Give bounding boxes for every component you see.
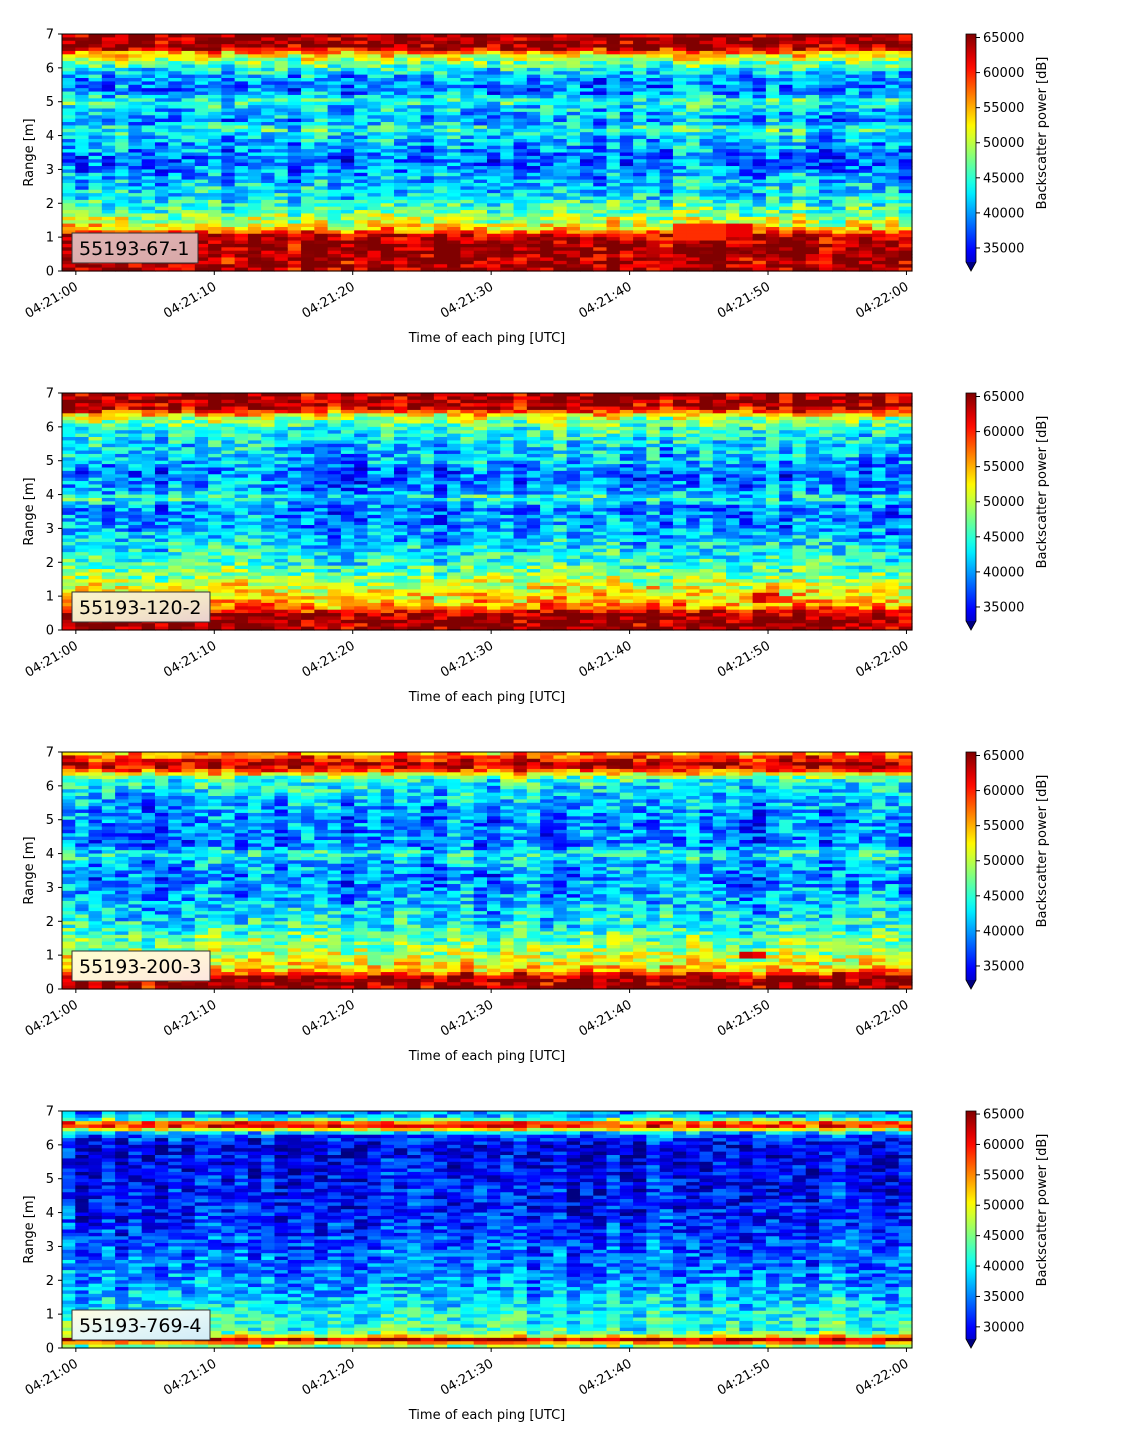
y-tick-label: 7 [46,28,54,43]
colorbar-gradient [966,34,976,262]
x-tick-label: 04:21:40 [577,279,635,321]
x-tick-label: 04:21:50 [715,279,773,321]
x-tick-label: 04:21:20 [300,279,358,321]
y-tick-label: 6 [46,61,54,76]
colorbar-tick-label: 65000 [983,31,1024,46]
x-tick-label: 04:21:30 [438,279,496,321]
x-tick-label: 04:21:00 [23,279,81,321]
colorbar-tick-label: 60000 [983,66,1024,81]
colorbar-label: Backscatter power [dB] [1035,57,1050,210]
y-tick-label: 0 [46,265,54,280]
x-axis-label: Time of each ping [UTC] [408,331,566,346]
y-tick-label: 4 [46,129,54,144]
colorbar-extend-min [966,262,976,271]
y-tick-label: 2 [46,197,54,212]
colorbar-tick-label: 40000 [983,206,1024,221]
colorbar-tick-label: 50000 [983,136,1024,151]
y-tick-label: 1 [46,231,54,246]
x-tick-label: 04:22:00 [853,279,911,321]
instrument-label-box: 55193-67-1 [72,233,198,263]
x-tick-label: 04:21:10 [161,279,219,321]
colorbar: 35000 40000 45000 50000 55000 60000 65000 Backs… [966,31,1050,271]
instrument-label: 55193-67-1 [79,238,189,260]
y-axis-label: Range [m] [22,118,37,186]
colorbar-tick-label: 35000 [983,241,1024,256]
colorbar-tick-label: 45000 [983,171,1024,186]
colorbar-tick-label: 55000 [983,101,1024,116]
panel-1: 0 1 2 3 4 5 6 7 04:21:00 04:21:10 04:21:20 04:21:30… [22,28,1050,347]
y-tick-label: 5 [46,95,54,110]
y-tick-label: 3 [46,163,54,178]
